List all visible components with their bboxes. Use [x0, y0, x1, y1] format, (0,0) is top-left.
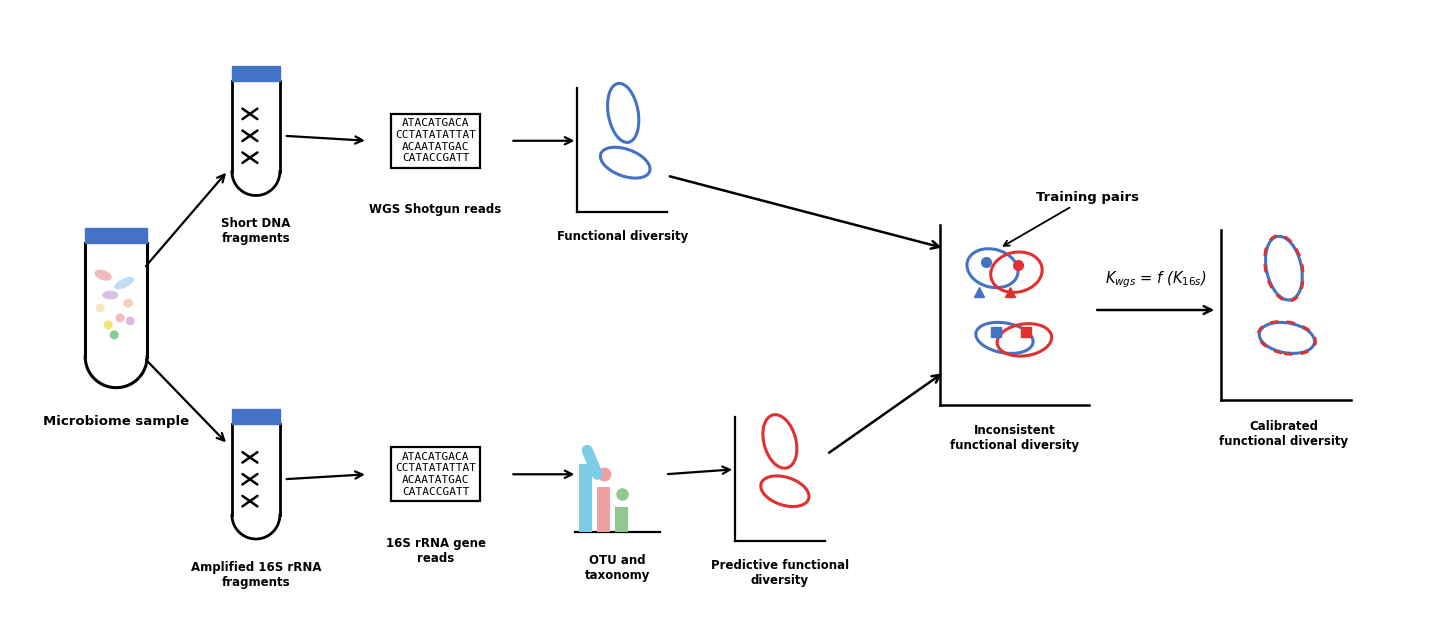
Bar [232, 66, 279, 81]
Text: Amplified 16S rRNA
fragments: Amplified 16S rRNA fragments [190, 561, 321, 589]
Ellipse shape [124, 299, 132, 308]
Text: Training pairs: Training pairs [1004, 191, 1139, 246]
Text: Functional diversity: Functional diversity [557, 231, 688, 243]
Ellipse shape [114, 277, 134, 289]
Ellipse shape [95, 269, 112, 281]
Text: Microbiome sample: Microbiome sample [43, 414, 189, 428]
Ellipse shape [109, 331, 118, 339]
Text: WGS Shotgun reads: WGS Shotgun reads [370, 204, 501, 216]
Bar [615, 507, 628, 532]
Text: Calibrated
functional diversity: Calibrated functional diversity [1220, 419, 1348, 447]
Ellipse shape [95, 304, 105, 312]
Bar [579, 464, 592, 532]
Text: OTU and
taxonomy: OTU and taxonomy [585, 554, 649, 582]
Text: Predictive functional
diversity: Predictive functional diversity [711, 559, 850, 587]
Text: ATACATGACA
CCTATATATTAT
ACAATATGAC
CATACCGATT: ATACATGACA CCTATATATTAT ACAATATGAC CATAC… [395, 452, 477, 497]
Ellipse shape [125, 316, 134, 326]
Ellipse shape [104, 321, 112, 329]
Text: Inconsistent
functional diversity: Inconsistent functional diversity [950, 424, 1079, 452]
Text: Short DNA
fragments: Short DNA fragments [222, 217, 291, 246]
Bar [85, 228, 147, 242]
Text: 16S rRNA gene
reads: 16S rRNA gene reads [386, 537, 485, 565]
Text: ATACATGACA
CCTATATATTAT
ACAATATGAC
CATACCGATT: ATACATGACA CCTATATATTAT ACAATATGAC CATAC… [395, 118, 477, 163]
Bar [598, 488, 611, 532]
Ellipse shape [102, 291, 118, 299]
Text: $K_{wgs}$ = $f$ ($K_{16s}$): $K_{wgs}$ = $f$ ($K_{16s}$) [1104, 269, 1207, 290]
Ellipse shape [115, 314, 125, 322]
Bar [232, 409, 279, 424]
